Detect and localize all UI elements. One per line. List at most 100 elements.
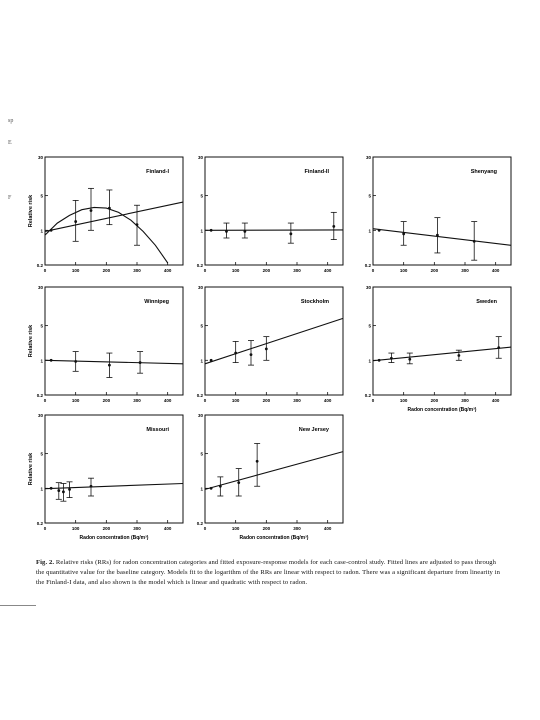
x-tick-label: 200 bbox=[263, 398, 271, 403]
y-tick-label: 5 bbox=[40, 452, 43, 457]
data-point bbox=[49, 486, 53, 490]
y-tick-label: 5 bbox=[368, 324, 371, 329]
panel-frame bbox=[44, 414, 184, 524]
y-tick-label: 1 bbox=[200, 358, 203, 363]
x-tick-label: 400 bbox=[492, 268, 500, 273]
x-tick-label: 200 bbox=[263, 526, 271, 531]
y-tick-label: 5 bbox=[40, 324, 43, 329]
margin-mark: F bbox=[8, 195, 12, 201]
fit-line bbox=[204, 451, 344, 490]
x-tick-label: 100 bbox=[72, 268, 80, 273]
y-tick-label: 0.2 bbox=[37, 393, 44, 398]
figure-caption: Fig. 2. Relative risks (RRs) for radon c… bbox=[36, 558, 506, 588]
x-tick-label: 0 bbox=[204, 268, 207, 273]
y-tick-label: 30 bbox=[198, 285, 204, 290]
x-tick-label: 100 bbox=[232, 398, 240, 403]
data-point bbox=[243, 230, 247, 233]
x-tick-label: 300 bbox=[293, 526, 301, 531]
data-point bbox=[138, 361, 142, 364]
x-axis-label: Radon concentration (Bq/m³) bbox=[80, 535, 149, 541]
fit-line bbox=[372, 228, 512, 246]
x-tick-label: 300 bbox=[293, 398, 301, 403]
x-tick-label: 400 bbox=[164, 526, 172, 531]
data-point bbox=[89, 209, 93, 212]
x-tick-label: 100 bbox=[400, 398, 408, 403]
y-tick-label: 5 bbox=[200, 452, 203, 457]
panel-frame bbox=[204, 286, 344, 396]
x-tick-label: 200 bbox=[103, 268, 111, 273]
y-tick-label: 30 bbox=[38, 285, 44, 290]
x-tick-label: 400 bbox=[324, 526, 332, 531]
x-tick-label: 300 bbox=[133, 526, 141, 531]
y-tick-label: 1 bbox=[368, 358, 371, 363]
data-point bbox=[108, 206, 111, 210]
y-tick-label: 0.2 bbox=[37, 263, 44, 268]
panel-frame bbox=[204, 156, 344, 266]
x-tick-label: 100 bbox=[232, 526, 240, 531]
y-tick-label: 5 bbox=[200, 194, 203, 199]
data-point bbox=[264, 347, 268, 351]
panel-frame bbox=[372, 286, 512, 396]
panel-title: Missouri bbox=[146, 427, 169, 433]
panel-frame bbox=[372, 156, 512, 266]
x-tick-label: 400 bbox=[492, 398, 500, 403]
data-point bbox=[472, 239, 476, 243]
y-tick-label: 5 bbox=[200, 324, 203, 329]
data-point bbox=[209, 358, 213, 362]
y-axis-label: Relative risk bbox=[28, 324, 34, 357]
x-tick-label: 0 bbox=[204, 526, 207, 531]
y-tick-label: 1 bbox=[368, 228, 371, 233]
y-tick-label: 1 bbox=[200, 486, 203, 491]
data-point bbox=[377, 228, 381, 232]
panel-frame bbox=[204, 414, 344, 524]
data-point bbox=[209, 228, 213, 232]
data-point bbox=[135, 223, 139, 227]
data-point bbox=[49, 228, 53, 232]
y-tick-label: 5 bbox=[368, 194, 371, 199]
footer-rule bbox=[0, 605, 36, 606]
y-tick-label: 30 bbox=[198, 155, 204, 160]
y-tick-label: 0.2 bbox=[197, 263, 204, 268]
y-tick-label: 0.2 bbox=[197, 393, 204, 398]
y-tick-label: 30 bbox=[38, 413, 44, 418]
fit-line bbox=[44, 359, 184, 365]
data-point bbox=[497, 346, 501, 350]
y-tick-label: 1 bbox=[40, 486, 43, 491]
fit-line bbox=[44, 201, 184, 232]
data-point bbox=[68, 488, 71, 491]
y-tick-label: 1 bbox=[200, 228, 203, 233]
y-tick-label: 1 bbox=[40, 358, 43, 363]
x-tick-label: 0 bbox=[44, 526, 47, 531]
x-tick-label: 100 bbox=[72, 526, 80, 531]
data-point bbox=[402, 232, 406, 236]
data-point bbox=[108, 363, 111, 367]
data-point bbox=[218, 484, 222, 488]
fit-line bbox=[372, 346, 512, 362]
x-tick-label: 0 bbox=[372, 268, 375, 273]
y-tick-label: 30 bbox=[366, 285, 372, 290]
data-point bbox=[289, 232, 293, 236]
x-tick-label: 400 bbox=[324, 398, 332, 403]
data-point bbox=[457, 354, 461, 357]
x-tick-label: 200 bbox=[103, 526, 111, 531]
panel-title: Shenyang bbox=[471, 169, 497, 175]
y-tick-label: 0.2 bbox=[197, 521, 204, 526]
x-tick-label: 200 bbox=[103, 398, 111, 403]
data-point bbox=[237, 481, 241, 485]
x-tick-label: 100 bbox=[232, 268, 240, 273]
panel-title: Sweden bbox=[476, 299, 497, 305]
data-point bbox=[209, 486, 213, 490]
y-tick-label: 1 bbox=[40, 228, 43, 233]
data-point bbox=[74, 220, 78, 223]
panel-title: Finland-I bbox=[146, 169, 169, 175]
y-tick-label: 0.2 bbox=[365, 263, 372, 268]
x-tick-label: 300 bbox=[133, 268, 141, 273]
data-point bbox=[436, 233, 439, 237]
data-point bbox=[390, 356, 393, 360]
